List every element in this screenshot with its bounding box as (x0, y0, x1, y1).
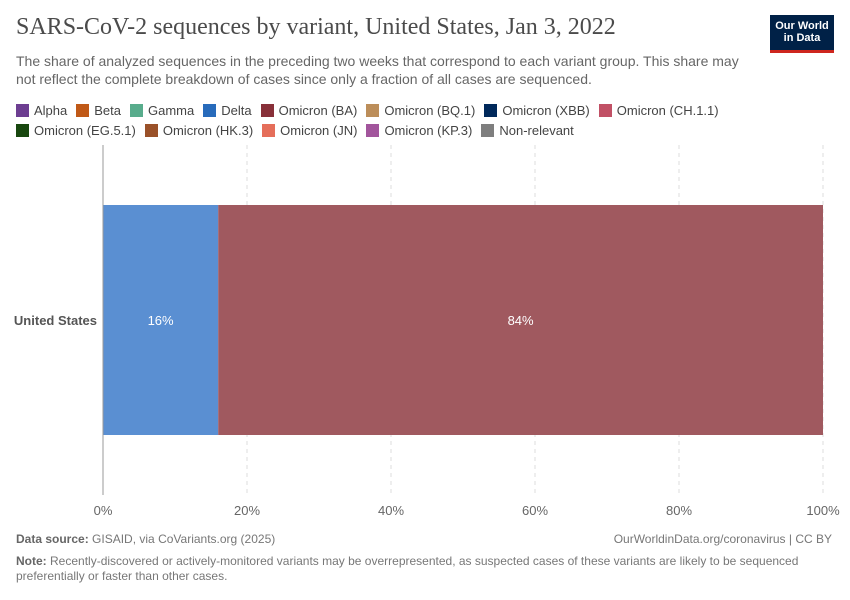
legend-item[interactable]: Omicron (KP.3) (366, 120, 472, 140)
source-label: Data source: (16, 532, 89, 546)
note-line: Note: Recently-discovered or actively-mo… (16, 554, 836, 584)
legend-item[interactable]: Omicron (BQ.1) (366, 100, 475, 120)
legend-swatch (598, 103, 612, 117)
legend-swatch (484, 103, 498, 117)
legend-swatch (16, 123, 29, 137)
legend-label: Omicron (XBB) (502, 102, 590, 118)
legend-item[interactable]: Delta (203, 100, 252, 120)
legend-swatch (262, 123, 276, 137)
legend-swatch (130, 103, 143, 117)
legend-swatch (366, 103, 380, 117)
legend-label: Alpha (34, 102, 68, 118)
legend-item[interactable]: Omicron (XBB) (484, 100, 590, 120)
x-tick-label: 100% (806, 503, 840, 518)
legend-label: Beta (94, 102, 121, 118)
legend-swatch (366, 123, 380, 137)
legend-label: Delta (221, 102, 252, 118)
chart-title: SARS-CoV-2 sequences by variant, United … (16, 14, 616, 40)
legend-item[interactable]: Omicron (HK.3) (144, 120, 254, 140)
legend-items: Alpha Beta Gamma Delta Omicron (BA) Omicron (… (16, 100, 836, 140)
note-text: Recently-discovered or actively-monitore… (16, 554, 799, 583)
x-tick-label: 0% (94, 503, 113, 518)
legend-item[interactable]: Gamma (130, 100, 194, 120)
bar-segment[interactable] (218, 205, 823, 435)
legend-item[interactable]: Omicron (BA) (260, 100, 358, 120)
legend-label: Omicron (BQ.1) (384, 102, 476, 118)
site-link[interactable]: OurWorldinData.org/coronavirus | CC BY (613, 532, 832, 546)
legend-swatch (16, 103, 29, 117)
bar-data-label: 16% (148, 313, 174, 328)
source-line: Data source: GISAID, via CoVariants.org … (16, 532, 836, 547)
owid-logo[interactable]: Our World in Data (770, 15, 834, 53)
legend-item[interactable]: Beta (76, 100, 121, 120)
x-tick-label: 20% (234, 503, 260, 518)
legend-label: Omicron (KP.3) (384, 122, 473, 138)
logo-line-1: Our World (775, 20, 829, 32)
x-tick-label: 60% (522, 503, 548, 518)
category-label: United States (14, 313, 97, 328)
legend-swatch (481, 123, 495, 137)
legend-item[interactable]: Omicron (JN) (262, 120, 357, 140)
bar-data-label: 84% (508, 313, 534, 328)
legend-swatch (76, 103, 90, 117)
x-tick-label: 80% (666, 503, 692, 518)
legend-label: Gamma (148, 102, 195, 118)
legend-label: Omicron (JN) (280, 122, 358, 138)
legend-label: Omicron (BA) (278, 102, 358, 118)
logo-line-2: in Data (783, 32, 821, 44)
legend-swatch (144, 123, 158, 137)
chart-subtitle: The share of analyzed sequences in the p… (16, 53, 739, 87)
legend-label: Non-relevant (499, 122, 574, 138)
legend-item[interactable]: Omicron (CH.1.1) (598, 100, 719, 120)
legend-label: Omicron (EG.5.1) (34, 122, 136, 138)
note-label: Note: (16, 554, 47, 568)
bar-segment[interactable] (103, 205, 219, 435)
legend-item[interactable]: Alpha (16, 100, 67, 120)
legend-item[interactable]: Omicron (EG.5.1) (16, 120, 136, 140)
legend-swatch (260, 103, 274, 117)
legend-label: Omicron (HK.3) (162, 122, 254, 138)
source-text[interactable]: GISAID, via CoVariants.org (2025) (92, 532, 276, 546)
legend-item[interactable]: Non-relevant (481, 120, 574, 140)
legend-label: Omicron (CH.1.1) (616, 102, 719, 118)
legend: Alpha Beta Gamma Delta Omicron (BA) Omicron (… (16, 100, 836, 140)
x-tick-label: 40% (378, 503, 404, 518)
chart-area: 0% 20% 40% 60% 80% 100% 16% 84% United States (14, 145, 840, 518)
legend-swatch (203, 103, 217, 117)
